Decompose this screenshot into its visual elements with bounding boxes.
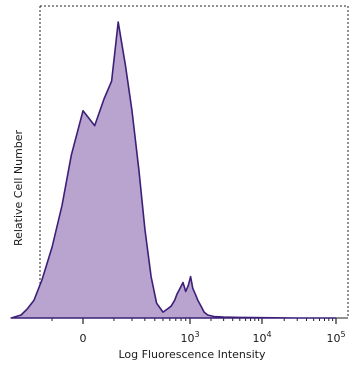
- x-tick-label: 105: [326, 330, 345, 345]
- x-tick-labels: 0 103 104 105: [80, 330, 346, 345]
- x-axis-label: Log Fluorescence Intensity: [119, 348, 266, 361]
- histogram-series: [10, 21, 337, 319]
- x-tick-label: 0: [80, 332, 87, 345]
- x-tick-label: 104: [252, 330, 271, 345]
- x-tick-label: 103: [180, 330, 199, 345]
- y-axis-label: Relative Cell Number: [12, 129, 25, 246]
- x-major-ticks: [82, 318, 337, 324]
